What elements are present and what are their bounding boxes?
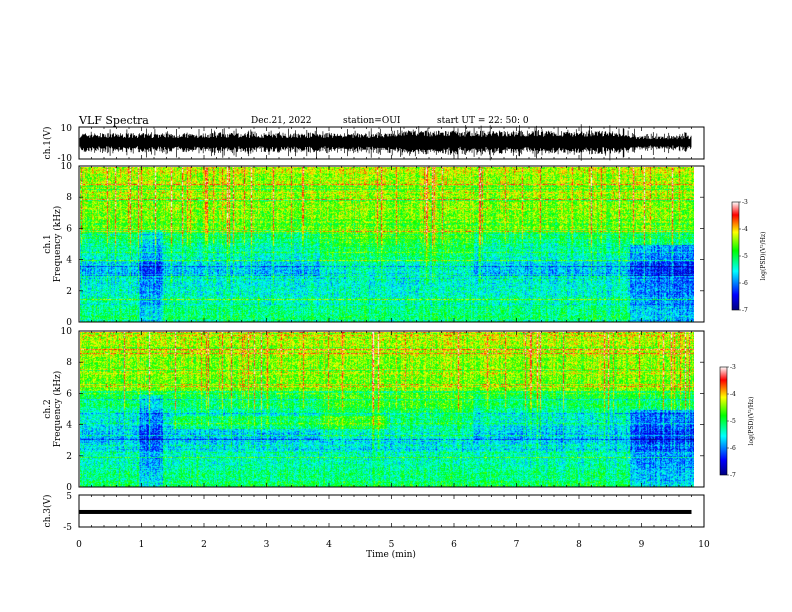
spectrogram-pixels (80, 167, 694, 322)
frequency-tick-label: 4 (66, 421, 72, 431)
colorbar-tick-label: -3 (730, 364, 736, 371)
ch1-spectrogram-image (80, 167, 694, 322)
colorbar-tick-label: -5 (742, 253, 748, 260)
ch1-waveform-trace (79, 124, 692, 161)
ch1-colorbar: -3 -4 -5 -6 -7 log(PSD)(V²/Hz) (731, 199, 767, 314)
ch3-waveform-panel: 5 -5 ch.3(V) 0 1 2 3 4 5 6 7 8 9 10 Time (min) (42, 492, 710, 560)
colorbar-tick-label: -7 (730, 472, 736, 479)
ch2-colorbar-gradient (719, 366, 728, 476)
ch3-ytick-top: 5 (66, 492, 72, 502)
frequency-tick-label: 2 (66, 287, 72, 297)
frequency-tick-label: 8 (66, 358, 72, 368)
ch2-colorbar-label: log(PSD)(V²/Hz) (748, 397, 755, 446)
frequency-tick-label: 10 (61, 162, 73, 172)
ch1-ytick-top: 10 (61, 124, 73, 134)
frequency-tick-label: 0 (66, 318, 72, 328)
time-tick-label: 9 (639, 540, 645, 550)
ch1-waveform-xticks (78, 127, 705, 159)
ch1-waveform-ylabel: ch.1(V) (42, 127, 53, 160)
ch1-spectrogram-ylabel-freq: Frequency (kHz) (52, 206, 63, 283)
frequency-tick-label: 6 (66, 224, 72, 234)
time-axis-label: Time (min) (366, 549, 416, 560)
time-tick-label: 3 (264, 540, 270, 550)
colorbar-tick-label: -4 (742, 226, 748, 233)
time-tick-label: 6 (451, 540, 457, 550)
ch1-ytick-bottom: -10 (58, 154, 73, 164)
ch2-frequency-ticks: 0 2 4 6 8 10 (61, 327, 704, 493)
ch1-spectrogram-panel: 0 2 4 6 8 10 ch.1 Frequency (kHz) (43, 162, 705, 328)
time-tick-label: 8 (576, 540, 582, 550)
ch1-waveform-panel: 10 -10 ch.1(V) (42, 124, 705, 164)
ch1-frequency-ticks: 0 2 4 6 8 10 (61, 162, 704, 328)
frequency-tick-label: 0 (66, 483, 72, 493)
ch1-spectrogram-xticks (78, 166, 705, 322)
ch1-colorbar-label: log(PSD)(V²/Hz) (760, 232, 767, 281)
colorbar-tick-label: -5 (730, 418, 736, 425)
frequency-tick-label: 2 (66, 452, 72, 462)
ch2-spectrogram-image (80, 332, 694, 487)
ch3-ytick-bottom: -5 (63, 523, 72, 533)
frequency-tick-label: 6 (66, 389, 72, 399)
ch1-colorbar-ticks: -3 -4 -5 -6 -7 (739, 199, 748, 314)
colorbar-tick-label: -6 (730, 445, 736, 452)
ch2-spectrogram-ylabel-channel: ch.2 (43, 399, 53, 418)
time-tick-label: 1 (139, 540, 145, 550)
ch2-spectrogram-xticks (78, 331, 705, 487)
frequency-tick-label: 10 (61, 327, 73, 337)
time-tick-label: 5 (389, 540, 395, 550)
date-label: Dec.21, 2022 (251, 116, 312, 126)
ch2-colorbar: -3 -4 -5 -6 -7 log(PSD)(V²/Hz) (719, 364, 755, 479)
time-axis-tick-labels: 0 1 2 3 4 5 6 7 8 9 10 (76, 540, 710, 550)
time-tick-label: 0 (76, 540, 82, 550)
ch3-waveform-xticks (78, 495, 705, 527)
frequency-tick-label: 4 (66, 256, 72, 266)
ch2-spectrogram-ylabel-freq: Frequency (kHz) (52, 371, 63, 448)
ch2-spectrogram-panel: 0 2 4 6 8 10 ch.2 Frequency (kHz) (43, 327, 705, 493)
colorbar-tick-label: -7 (742, 307, 748, 314)
ch1-spectrogram-ylabel-channel: ch.1 (43, 234, 53, 253)
spectrogram-pixels (80, 332, 694, 487)
frequency-tick-label: 8 (66, 193, 72, 203)
time-tick-label: 7 (514, 540, 520, 550)
ch1-colorbar-gradient (731, 201, 740, 311)
time-tick-label: 10 (698, 540, 710, 550)
colorbar-tick-label: -6 (742, 280, 748, 287)
colorbar-tick-label: -3 (742, 199, 748, 206)
station-label: station=OUI (343, 116, 401, 126)
ch3-waveform-trace (79, 509, 692, 514)
time-tick-label: 2 (201, 540, 207, 550)
ch1-waveform-line (79, 124, 692, 161)
start-time-label: start UT = 22: 50: 0 (437, 116, 529, 126)
figure-title: VLF Spectra (78, 114, 149, 127)
ch3-waveform-ylabel: ch.3(V) (42, 495, 53, 528)
time-tick-label: 4 (326, 540, 332, 550)
colorbar-tick-label: -4 (730, 391, 736, 398)
ch2-colorbar-ticks: -3 -4 -5 -6 -7 (727, 364, 736, 479)
